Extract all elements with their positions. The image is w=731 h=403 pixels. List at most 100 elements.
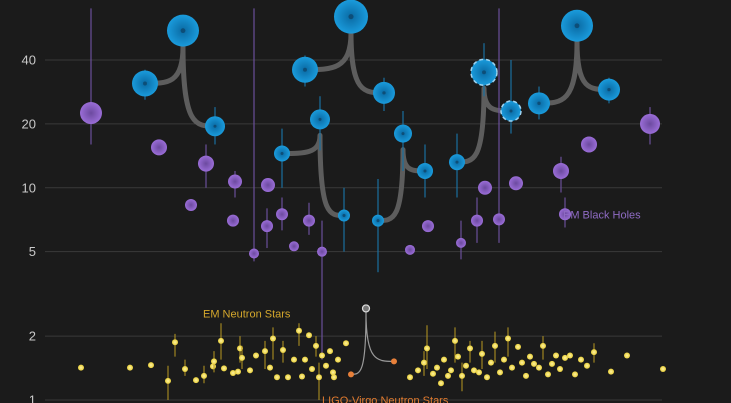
em-ns-point-56 — [492, 342, 498, 349]
ligo-bh-center-14 — [509, 109, 513, 113]
em-ns-point-75 — [578, 356, 584, 363]
em-ns-point-74 — [572, 371, 578, 378]
em-ns-point-29 — [309, 365, 315, 372]
em-ns-point-40 — [430, 370, 436, 377]
em-ns-point-35 — [331, 374, 337, 381]
em-ns-point-32 — [319, 352, 325, 359]
y-tick-label: 20 — [22, 116, 36, 131]
y-tick-label: 1 — [29, 393, 36, 403]
ligo-bh-center-10 — [401, 132, 405, 136]
em-bh-point-18 — [493, 213, 505, 226]
em-bh-point-5 — [227, 214, 239, 227]
em-bh-point-1 — [151, 139, 167, 156]
merger-arcs — [142, 30, 612, 376]
em-ns-point-66 — [536, 364, 542, 371]
em-ns-point-25 — [296, 327, 302, 334]
em-ns-point-3 — [165, 377, 171, 384]
ligo-ns-remnant-marker — [361, 304, 371, 313]
em-bh-point-6 — [249, 248, 259, 259]
em-bh-point-21 — [581, 136, 597, 153]
annotation-label-2: LIGO-Virgo Neutron Stars — [322, 395, 449, 403]
em-ns-point-24 — [291, 356, 297, 363]
merger-arc-3 — [375, 147, 428, 224]
em-ns-point-49 — [463, 362, 469, 369]
series-em_bh — [80, 8, 660, 360]
series-ligo_bh — [132, 0, 620, 273]
em-ns-point-68 — [545, 371, 551, 378]
em-ns-point-16 — [247, 367, 253, 374]
y-tick-label: 40 — [22, 53, 36, 68]
em-ns-point-79 — [624, 352, 630, 359]
ligo-bh-center-8 — [348, 14, 354, 20]
em-ns-point-21 — [274, 374, 280, 381]
em-ns-point-67 — [540, 342, 546, 349]
em-ns-point-1 — [127, 364, 133, 371]
em-ns-point-39 — [424, 345, 430, 352]
em-ns-point-77 — [591, 349, 597, 356]
em-ns-point-23 — [285, 374, 291, 381]
em-ns-point-48 — [459, 372, 465, 379]
em-ns-point-36 — [407, 374, 413, 381]
em-ns-point-10 — [218, 337, 224, 344]
em-ns-point-31 — [316, 374, 322, 381]
em-bh-point-3 — [185, 198, 197, 211]
em-bh-point-22 — [640, 113, 660, 134]
em-ns-point-42 — [438, 380, 444, 387]
em-ns-point-38 — [421, 359, 427, 366]
em-ns-point-73 — [567, 352, 573, 359]
ligo-bh-center-17 — [607, 87, 611, 92]
em-ns-point-47 — [455, 353, 461, 360]
em-ns-point-46 — [452, 337, 458, 344]
annotation-label-0: EM Black Holes — [563, 209, 641, 221]
series-em_ns — [78, 323, 666, 400]
ligo-bh-center-11 — [423, 169, 427, 173]
merger-arc-4 — [454, 85, 514, 165]
em-bh-point-12 — [317, 246, 327, 257]
merger-arc-5 — [536, 39, 612, 106]
em-ns-point-57 — [497, 369, 503, 376]
em-ns-point-6 — [193, 377, 199, 384]
em-ns-point-7 — [201, 372, 207, 379]
em-ns-point-33 — [323, 362, 329, 369]
em-ns-point-43 — [441, 356, 447, 363]
series-ligo_ns — [348, 358, 397, 378]
em-ns-point-26 — [299, 373, 305, 380]
em-ns-point-54 — [484, 374, 490, 381]
em-bh-point-7 — [261, 178, 275, 193]
em-bh-point-20 — [553, 162, 569, 179]
em-ns-point-20 — [270, 335, 276, 342]
em-ns-point-45 — [448, 367, 454, 374]
em-ns-point-28 — [306, 332, 312, 339]
em-ns-point-51 — [471, 367, 477, 374]
em-ns-point-41 — [434, 364, 440, 371]
ligo-bh-center-15 — [537, 101, 541, 105]
em-ns-point-71 — [557, 365, 563, 372]
em-ns-point-27 — [302, 356, 308, 363]
em-ns-point-60 — [509, 364, 515, 371]
em-ns-point-78 — [608, 368, 614, 375]
em-ns-point-17 — [253, 352, 259, 359]
em-bh-point-0 — [80, 102, 102, 125]
em-ns-point-58 — [501, 356, 507, 363]
em-ns-point-69 — [549, 360, 555, 367]
em-ns-point-64 — [527, 353, 533, 360]
em-bh-point-16 — [471, 214, 483, 227]
ligo-bh-center-9 — [376, 219, 380, 223]
em-ns-point-82 — [335, 356, 341, 363]
em-ns-point-52 — [476, 369, 482, 376]
em-ns-point-76 — [584, 362, 590, 369]
ligo-bh-center-5 — [342, 214, 346, 218]
ligo-bh-center-3 — [280, 152, 284, 156]
em-ns-point-72 — [562, 354, 568, 361]
em-bh-point-13 — [405, 244, 415, 255]
merger-arc-1 — [279, 132, 347, 219]
em-ns-point-18 — [262, 348, 268, 355]
em-bh-point-10 — [289, 241, 299, 252]
ligo-bh-center-16 — [574, 23, 580, 29]
em-ns-point-53 — [479, 350, 485, 357]
merger-arc-6 — [350, 311, 395, 376]
ligo-bh-center-2 — [180, 28, 186, 34]
em-ns-point-13 — [235, 368, 241, 375]
em-ns-point-80 — [660, 365, 666, 372]
